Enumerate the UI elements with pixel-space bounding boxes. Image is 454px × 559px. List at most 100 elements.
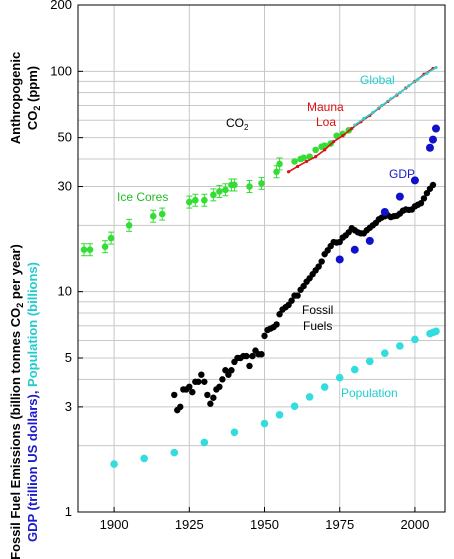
data-point xyxy=(380,103,384,108)
data-point xyxy=(315,263,322,270)
x-tick-label: 1975 xyxy=(325,517,354,532)
data-point xyxy=(350,245,359,254)
data-point xyxy=(429,181,437,189)
data-point xyxy=(314,155,318,159)
annotation-gdp: GDP xyxy=(389,167,415,181)
axis-ticks: 1 3 5 10 30 50 100 200 1900 1925 1950 1975 2000 xyxy=(50,0,429,532)
annotation-co-sub: 2 xyxy=(244,123,249,132)
data-point xyxy=(228,367,235,374)
data-point xyxy=(140,454,148,463)
data-point xyxy=(431,124,440,133)
data-marks xyxy=(80,65,440,468)
y-top-unit-text: (ppm) xyxy=(25,66,40,106)
data-point xyxy=(341,134,345,138)
data-point xyxy=(198,371,205,378)
data-point xyxy=(291,158,298,165)
data-point xyxy=(210,191,217,199)
data-point xyxy=(305,393,314,401)
data-point xyxy=(258,351,265,358)
data-point xyxy=(305,159,309,164)
y-bottom-emissions-text: Fossil Fuel Emissions (billion tonnes CO xyxy=(8,308,23,559)
data-point xyxy=(333,132,341,140)
data-point xyxy=(335,255,344,264)
data-point xyxy=(350,126,354,131)
data-point xyxy=(192,196,199,204)
data-point xyxy=(362,117,366,121)
data-point xyxy=(177,403,184,411)
data-point xyxy=(276,311,283,318)
data-point xyxy=(320,383,329,391)
data-point xyxy=(246,362,253,370)
y-top-co-text: CO xyxy=(25,111,40,131)
y-population-label: Population (billions) xyxy=(25,262,40,387)
data-point xyxy=(288,297,295,304)
data-point xyxy=(295,164,300,169)
annotation-co-text: CO xyxy=(226,116,244,130)
data-point xyxy=(410,176,419,185)
data-point xyxy=(231,181,238,189)
annotation-global: Global xyxy=(360,73,395,87)
data-point xyxy=(170,448,179,457)
data-point xyxy=(389,97,393,101)
data-point xyxy=(420,195,428,202)
data-point xyxy=(80,246,88,254)
data-point xyxy=(273,321,280,328)
y-axis-label-bottom-line1: Fossil Fuel Emissions (billion tonnes CO… xyxy=(8,244,25,559)
data-point xyxy=(201,196,208,204)
data-point xyxy=(365,236,374,245)
annotation-co2: CO2 xyxy=(226,116,249,132)
annotation-population: Population xyxy=(341,386,398,400)
data-point xyxy=(411,335,419,344)
annotation-mauna: Mauna xyxy=(307,100,344,114)
data-point xyxy=(195,378,202,385)
y-axis-label-top-line2: CO2 (ppm) xyxy=(25,66,42,130)
y-bottom-co-sub: 2 xyxy=(15,303,25,308)
data-point xyxy=(275,411,284,419)
series-global xyxy=(353,65,438,127)
x-tick-label: 2000 xyxy=(400,517,429,532)
y-gdp-label: GDP (trillion US dollars), xyxy=(25,387,40,542)
data-point xyxy=(216,188,223,195)
data-point xyxy=(210,394,217,401)
data-point xyxy=(286,170,291,174)
data-point xyxy=(395,192,404,201)
data-point xyxy=(230,428,239,437)
data-point xyxy=(149,212,157,220)
data-point xyxy=(323,148,327,152)
data-point xyxy=(407,84,411,88)
data-point xyxy=(158,210,166,218)
y-tick-label: 100 xyxy=(50,63,72,78)
data-point xyxy=(261,332,268,340)
data-point xyxy=(222,186,229,194)
y-bottom-per-year: per year) xyxy=(8,244,23,303)
data-point xyxy=(125,222,133,229)
y-tick-label: 5 xyxy=(65,350,72,365)
data-point xyxy=(219,376,226,383)
data-point xyxy=(200,438,209,447)
data-point xyxy=(339,130,347,138)
data-point xyxy=(335,373,344,382)
data-point xyxy=(249,352,256,360)
y-axis-label-top-line1: Anthropogenic xyxy=(8,52,23,144)
data-point xyxy=(107,234,115,242)
data-point xyxy=(216,383,223,391)
series-ice-cores xyxy=(80,126,353,257)
data-point xyxy=(425,143,434,152)
y-tick-label: 30 xyxy=(58,179,72,194)
data-point xyxy=(110,460,118,468)
data-point xyxy=(300,154,307,162)
annotation-loa: Loa xyxy=(316,115,336,129)
data-point xyxy=(425,71,429,75)
data-point xyxy=(201,378,208,385)
data-point xyxy=(417,200,425,207)
x-tick-label: 1950 xyxy=(250,517,279,532)
data-point xyxy=(318,258,325,265)
y-tick-label: 1 xyxy=(65,504,72,519)
data-point xyxy=(381,349,389,357)
y-tick-label: 3 xyxy=(65,399,72,414)
x-tick-label: 1925 xyxy=(175,517,204,532)
data-point xyxy=(243,352,250,360)
data-point xyxy=(432,327,440,336)
y-axis-label-bottom-line2: GDP (trillion US dollars), Population (b… xyxy=(25,262,40,542)
data-point xyxy=(290,402,299,411)
